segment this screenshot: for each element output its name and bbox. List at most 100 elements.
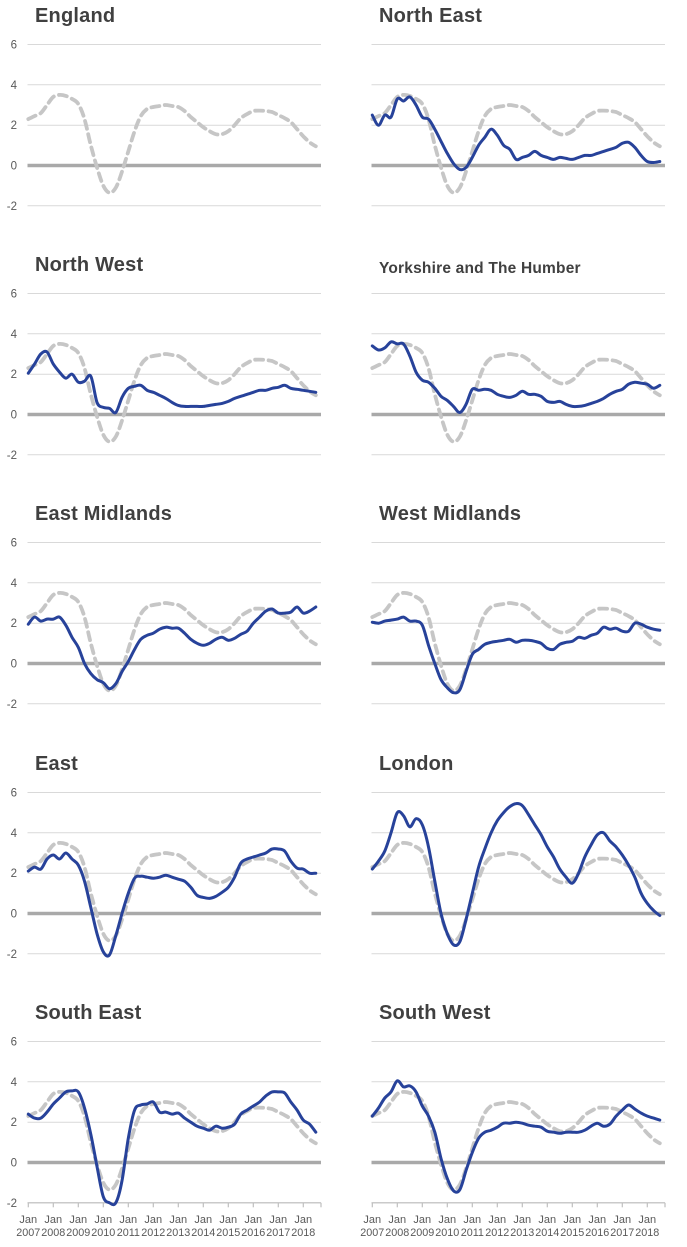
y-tick-label: 4 xyxy=(11,80,18,92)
x-tick-year-label: 2015 xyxy=(560,1227,584,1239)
region-line xyxy=(26,1088,318,1207)
y-tick-label: 6 xyxy=(11,788,17,800)
chart-plot-east: 6 4 2 0 -2 xyxy=(7,788,321,961)
x-tick-month-label: Jan xyxy=(219,1214,237,1226)
x-tick-month-label: Jan xyxy=(144,1214,162,1226)
x-tick-year-label: 2009 xyxy=(66,1227,90,1239)
chart-plot-west-midlands xyxy=(370,542,665,705)
y-tick-label: 4 xyxy=(11,329,18,341)
y-tick-label: -2 xyxy=(7,949,17,961)
y-tick-label: 6 xyxy=(11,538,17,550)
y-tick-label: 2 xyxy=(11,369,17,381)
chart-cell-north-east: North East xyxy=(344,0,687,250)
england-reference-line xyxy=(26,590,318,693)
x-tick-month-label: Jan xyxy=(169,1214,187,1226)
y-tick-label: 6 xyxy=(11,1037,17,1049)
x-tick-month-label: Jan xyxy=(513,1214,531,1226)
y-tick-label: -2 xyxy=(7,201,17,213)
x-tick-year-label: 2017 xyxy=(266,1227,290,1239)
england-reference-line xyxy=(370,1089,662,1192)
chart-title: East xyxy=(35,753,79,775)
region-line xyxy=(26,605,318,691)
y-tick-label: 2 xyxy=(11,120,17,132)
x-tick-month-label: Jan xyxy=(44,1214,62,1226)
x-tick-month-label: Jan xyxy=(563,1214,581,1226)
x-tick-year-label: 2011 xyxy=(461,1227,484,1239)
chart-title: East Midlands xyxy=(35,503,173,525)
england-reference-line xyxy=(26,1089,318,1192)
x-tick-year-label: 2013 xyxy=(510,1227,534,1239)
chart-plot-south-east: 6420-2Jan2007Jan2008Jan2009Jan2010Jan201… xyxy=(7,1037,322,1239)
y-tick-label: 0 xyxy=(11,161,17,173)
x-tick-month-label: Jan xyxy=(19,1214,37,1226)
region-line xyxy=(370,340,662,414)
england-reference-line xyxy=(26,840,318,943)
x-tick-year-label: 2012 xyxy=(485,1227,509,1239)
y-tick-label: 6 xyxy=(11,40,17,52)
y-tick-label: 4 xyxy=(11,828,18,840)
chart-plot-england: 6 4 2 0 -2 xyxy=(7,40,321,213)
chart-cell-west-midlands: West Midlands xyxy=(344,498,687,748)
x-tick-month-label: Jan xyxy=(488,1214,506,1226)
y-tick-label: 0 xyxy=(11,909,17,921)
x-tick-month-label: Jan xyxy=(413,1214,431,1226)
y-tick-label: -2 xyxy=(7,450,17,462)
x-tick-year-label: 2018 xyxy=(635,1227,659,1239)
chart-title: London xyxy=(379,753,454,775)
x-tick-year-label: 2012 xyxy=(141,1227,165,1239)
chart-cell-east-midlands: East Midlands 6 4 2 0 -2 xyxy=(0,498,344,748)
x-tick-month-label: Jan xyxy=(69,1214,87,1226)
chart-cell-yorkshire-and-the-humber: Yorkshire and The Humber xyxy=(344,249,687,499)
x-tick-month-label: Jan xyxy=(244,1214,262,1226)
x-tick-month-label: Jan xyxy=(638,1214,656,1226)
chart-title: Yorkshire and The Humber xyxy=(379,260,581,277)
x-tick-month-label: Jan xyxy=(119,1214,137,1226)
x-tick-year-label: 2014 xyxy=(191,1227,215,1239)
x-tick-year-label: 2008 xyxy=(41,1227,65,1239)
chart-plot-north-east xyxy=(370,44,665,207)
region-line xyxy=(370,1079,662,1194)
chart-title: North East xyxy=(379,5,483,27)
x-tick-year-label: 2017 xyxy=(610,1227,634,1239)
england-reference-line xyxy=(370,590,662,693)
y-tick-label: 4 xyxy=(11,578,18,590)
x-tick-month-label: Jan xyxy=(294,1214,312,1226)
x-tick-year-label: 2015 xyxy=(216,1227,240,1239)
region-line xyxy=(26,847,318,958)
chart-plot-london xyxy=(370,792,665,955)
y-tick-label: 2 xyxy=(11,618,17,630)
england-reference-line xyxy=(26,341,318,444)
x-tick-year-label: 2008 xyxy=(385,1227,409,1239)
x-tick-year-label: 2016 xyxy=(241,1227,265,1239)
x-tick-year-label: 2013 xyxy=(166,1227,190,1239)
chart-title: West Midlands xyxy=(379,503,522,525)
chart-cell-south-west: South West Jan 2007 Jan 2008 Jan 2009 Jan 2010 Ja… xyxy=(344,997,687,1247)
region-line xyxy=(370,95,662,172)
region-line xyxy=(370,615,662,695)
x-tick-month-label: Jan xyxy=(388,1214,406,1226)
y-tick-label: 2 xyxy=(11,1117,17,1129)
england-reference-line xyxy=(26,92,318,195)
region-line xyxy=(370,802,662,947)
x-tick-month-label: Jan xyxy=(463,1214,481,1226)
chart-title: South West xyxy=(379,1002,491,1024)
england-reference-line xyxy=(370,840,662,943)
england-reference-line xyxy=(370,92,662,195)
x-tick-year-label: 2016 xyxy=(585,1227,609,1239)
chart-cell-england: England 6 4 2 0 -2 xyxy=(0,0,344,250)
chart-plot-north-west: 6 4 2 0 -2 xyxy=(7,289,321,462)
x-tick-month-label: Jan xyxy=(194,1214,212,1226)
x-tick-year-label: 2009 xyxy=(410,1227,434,1239)
y-tick-label: 6 xyxy=(11,289,17,301)
x-tick-month-label: Jan xyxy=(438,1214,456,1226)
x-tick-year-label: 2007 xyxy=(360,1227,384,1239)
chart-cell-north-west: North West 6 4 2 0 -2 xyxy=(0,249,344,499)
x-tick-year-label: 2014 xyxy=(535,1227,559,1239)
x-tick-year-label: 2018 xyxy=(291,1227,315,1239)
y-tick-label: -2 xyxy=(7,1198,17,1210)
x-tick-month-label: Jan xyxy=(94,1214,112,1226)
y-tick-label: 2 xyxy=(11,868,17,880)
chart-cell-east: East 6 4 2 0 -2 xyxy=(0,748,344,998)
chart-plot-south-west: Jan2007Jan2008Jan2009Jan2010Jan2011Jan20… xyxy=(360,1041,666,1239)
